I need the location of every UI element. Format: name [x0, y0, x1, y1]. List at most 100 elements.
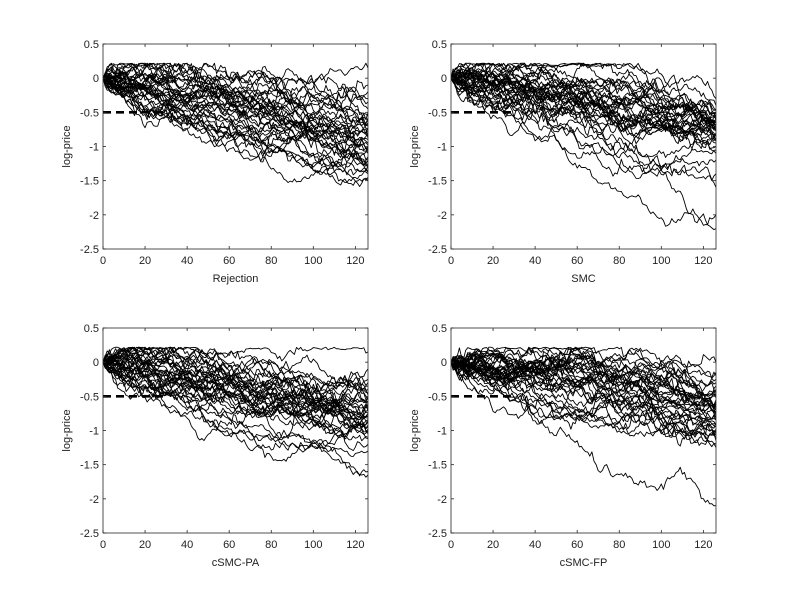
- price-path: [451, 63, 716, 146]
- price-path: [103, 358, 368, 433]
- price-path: [103, 70, 368, 126]
- price-path: [451, 62, 716, 125]
- price-path: [103, 362, 368, 438]
- price-path: [451, 77, 716, 188]
- y-tick-label: -1.5: [428, 176, 447, 188]
- panel-4: 0 20 40 60 80 100 120 0.5 0 -0.5 -1 -1.5 -2 -2.5 cSMC-…: [409, 323, 717, 569]
- price-path: [451, 352, 716, 411]
- price-path: [103, 352, 368, 411]
- x-tick-label: 40: [529, 539, 541, 551]
- paths-group: [451, 346, 716, 507]
- x-tick-label: 0: [100, 255, 106, 267]
- y-tick-label: -1: [437, 426, 447, 438]
- y-axis-label: log-price: [409, 409, 421, 451]
- y-tick-label: -1.5: [80, 176, 99, 188]
- price-path: [451, 356, 716, 507]
- price-path: [103, 64, 368, 134]
- price-path: [103, 71, 368, 166]
- y-tick-label: -1.5: [80, 460, 99, 472]
- y-tick-label: -2.5: [428, 244, 447, 256]
- y-tick-label: -2: [89, 494, 99, 506]
- y-tick-label: 0: [93, 73, 99, 85]
- price-path: [451, 67, 716, 182]
- x-tick-label: 100: [304, 539, 322, 551]
- price-path: [103, 74, 368, 172]
- y-tick-label: -0.5: [428, 107, 447, 119]
- x-tick-label: 120: [694, 255, 712, 267]
- x-tick-label: 20: [139, 539, 151, 551]
- x-axis-label: cSMC-PA: [212, 557, 260, 569]
- y-tick-label: -1: [89, 142, 99, 154]
- y-axis-label: log-price: [61, 409, 73, 451]
- y-axis-label: log-price: [61, 125, 73, 167]
- price-path: [451, 358, 716, 420]
- paths-group: [103, 346, 368, 478]
- x-tick-label: 100: [304, 255, 322, 267]
- panel-2: 0 20 40 60 80 100 120 0.5 0 -0.5 -1 -1.5 -2 -2.5 SMC lo…: [409, 39, 717, 285]
- price-path: [451, 77, 716, 155]
- price-path: [103, 356, 368, 406]
- price-path: [103, 66, 368, 129]
- price-path: [451, 72, 716, 124]
- price-path: [451, 360, 716, 433]
- price-path: [451, 73, 716, 145]
- price-path: [451, 72, 716, 126]
- price-path: [103, 62, 368, 134]
- price-path: [103, 349, 368, 440]
- y-tick-label: -0.5: [80, 107, 99, 119]
- x-tick-label: 20: [487, 255, 499, 267]
- y-tick-label: -2: [437, 210, 447, 222]
- y-axis-label: log-price: [409, 125, 421, 167]
- x-tick-label: 0: [448, 255, 454, 267]
- price-path: [451, 361, 716, 437]
- y-tick-label: -2.5: [80, 244, 99, 256]
- y-tick-label: -1: [437, 142, 447, 154]
- price-path: [451, 69, 716, 226]
- price-path: [103, 78, 368, 157]
- price-path: [451, 73, 716, 129]
- x-tick-label: 120: [694, 539, 712, 551]
- x-tick-label: 60: [223, 539, 235, 551]
- price-path: [451, 77, 716, 174]
- x-tick-label: 80: [265, 255, 277, 267]
- price-path: [103, 76, 368, 168]
- price-path: [103, 76, 368, 168]
- price-path: [103, 361, 368, 422]
- price-path: [103, 352, 368, 391]
- price-path: [451, 357, 716, 448]
- price-path: [103, 77, 368, 139]
- x-tick-label: 0: [100, 539, 106, 551]
- price-path: [451, 359, 716, 419]
- price-path: [103, 353, 368, 393]
- x-tick-label: 60: [571, 539, 583, 551]
- price-path: [451, 362, 716, 407]
- y-tick-label: 0: [93, 357, 99, 369]
- price-path: [451, 346, 716, 379]
- price-path: [451, 359, 716, 427]
- x-tick-label: 60: [223, 255, 235, 267]
- y-tick-label: 0.5: [432, 323, 447, 335]
- x-tick-label: 80: [613, 539, 625, 551]
- price-path: [103, 360, 368, 435]
- price-path: [451, 359, 716, 394]
- x-tick-label: 80: [265, 539, 277, 551]
- x-axis-label: SMC: [571, 273, 596, 285]
- y-tick-label: -2: [89, 210, 99, 222]
- price-path: [103, 78, 368, 173]
- x-tick-label: 120: [346, 255, 364, 267]
- paths-group: [103, 62, 368, 187]
- y-tick-label: -2: [437, 494, 447, 506]
- x-tick-label: 40: [529, 255, 541, 267]
- axes-frame: [102, 327, 369, 534]
- paths-group: [451, 62, 716, 231]
- price-path: [103, 74, 368, 125]
- y-tick-label: -0.5: [80, 391, 99, 403]
- price-path: [451, 74, 716, 138]
- x-tick-label: 100: [652, 539, 670, 551]
- price-path: [451, 346, 716, 441]
- price-path: [451, 357, 716, 408]
- axes-frame: [450, 43, 717, 250]
- price-path: [103, 346, 368, 418]
- x-tick-label: 60: [571, 255, 583, 267]
